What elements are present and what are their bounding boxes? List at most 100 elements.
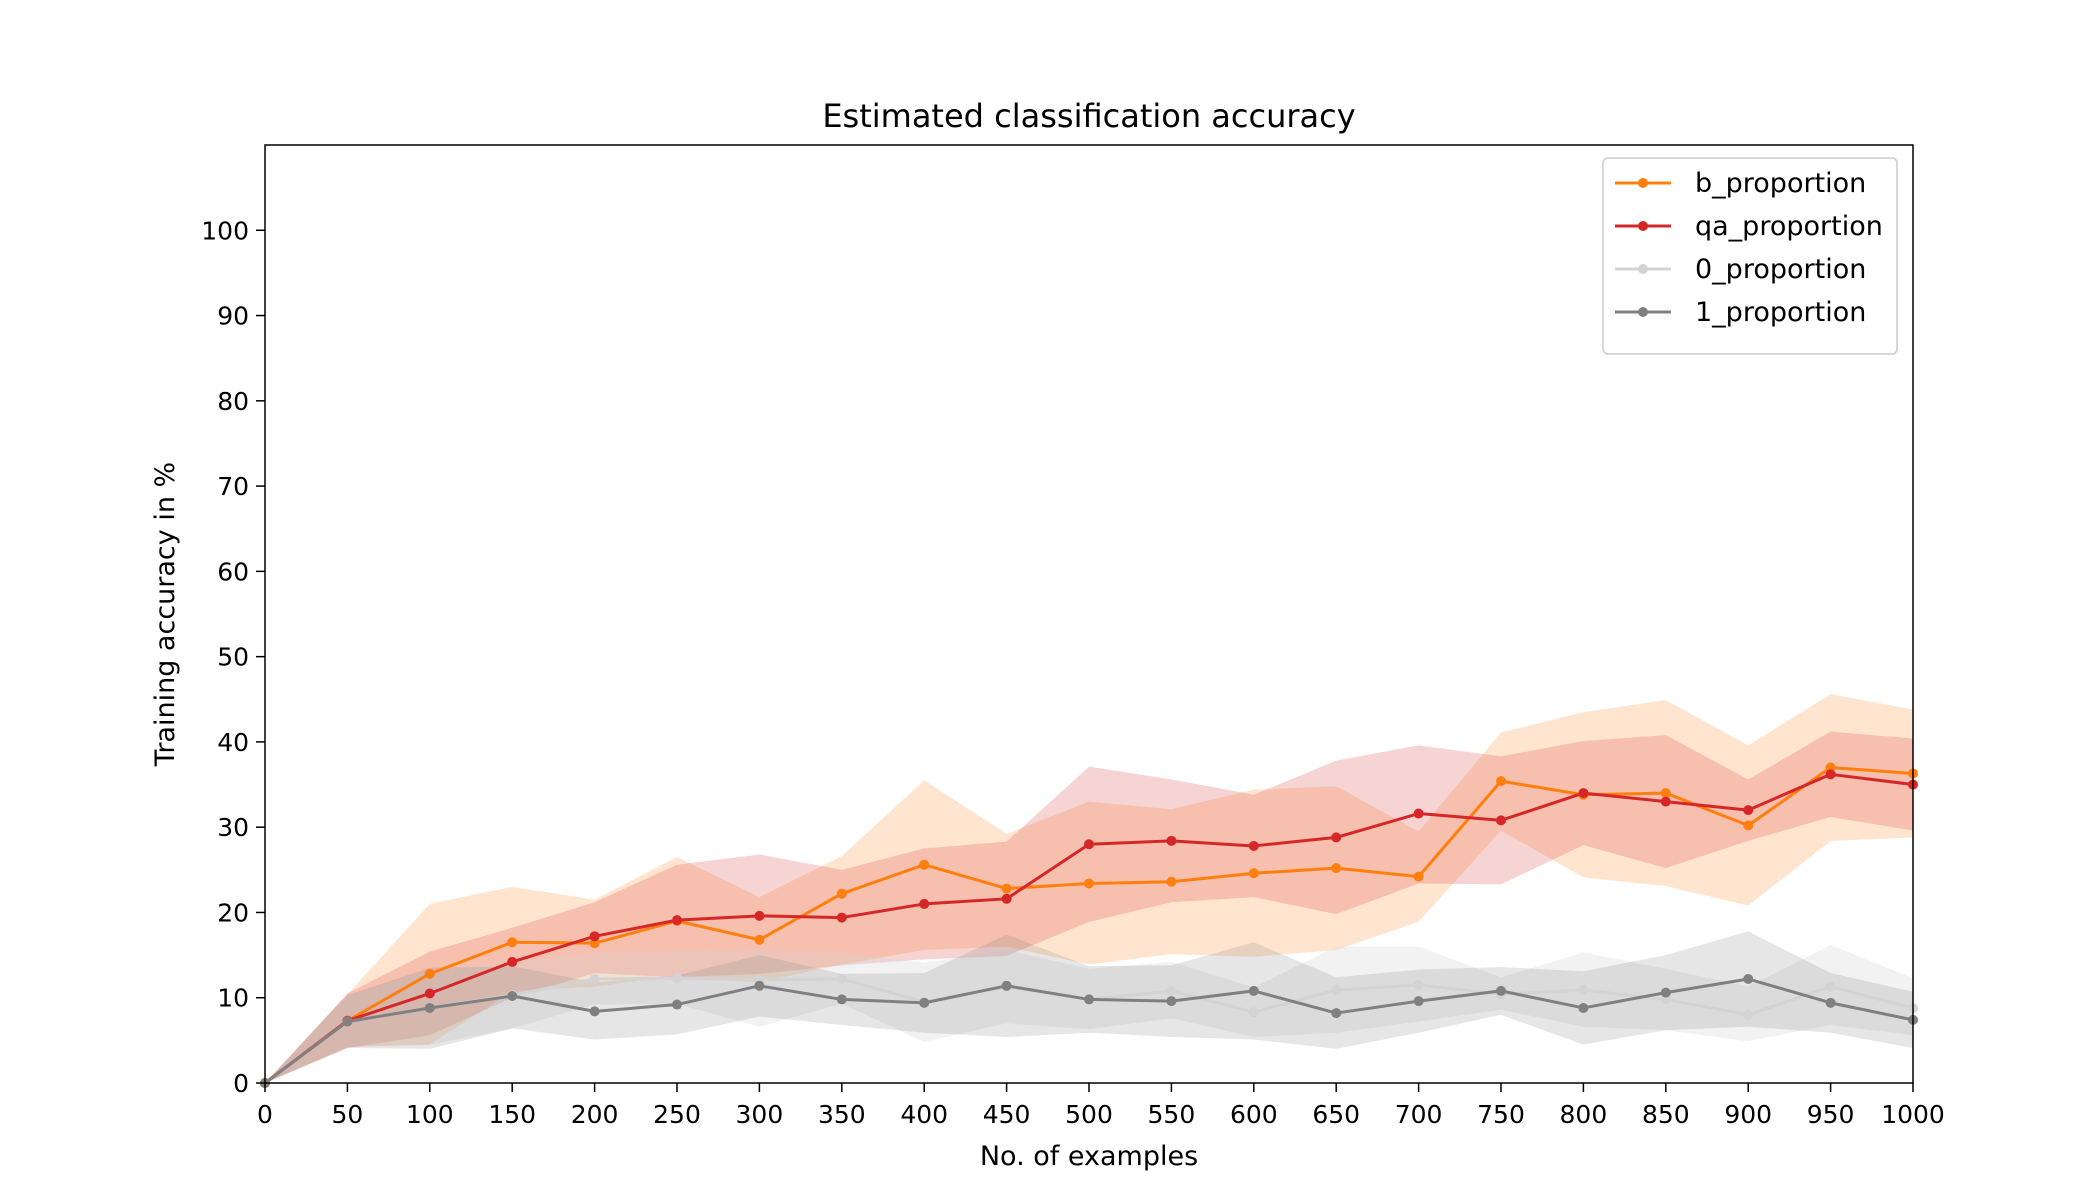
x-tick-label: 450 [983, 1100, 1031, 1129]
point-0_proportion [836, 973, 847, 984]
point-1_proportion [672, 999, 682, 1010]
point-1_proportion [507, 991, 518, 1002]
y-tick-label: 70 [217, 472, 249, 501]
y-tick-label: 20 [217, 898, 249, 927]
point-b_proportion [1001, 883, 1012, 894]
legend-marker-1_proportion [1638, 307, 1648, 317]
point-0_proportion [1825, 981, 1836, 992]
x-tick-label: 800 [1560, 1100, 1608, 1129]
point-1_proportion [836, 994, 847, 1005]
point-b_proportion [1660, 788, 1671, 799]
point-b_proportion [1413, 871, 1424, 882]
legend-label-0_proportion: 0_proportion [1695, 254, 1866, 285]
point-0_proportion [1331, 985, 1342, 996]
x-tick-label: 50 [331, 1100, 363, 1129]
legend: b_proportion qa_proportion 0_proportion 1_p… [1602, 157, 1898, 355]
point-0_proportion [672, 973, 682, 984]
point-0_proportion [1413, 979, 1424, 990]
point-qa_proportion [1496, 815, 1506, 826]
point-1_proportion [1331, 1008, 1342, 1019]
x-tick-label: 650 [1312, 1100, 1360, 1129]
x-tick-label: 700 [1395, 1100, 1443, 1129]
point-1_proportion [919, 997, 930, 1008]
point-1_proportion [1001, 980, 1012, 991]
point-1_proportion [1166, 996, 1177, 1007]
x-tick-label: 750 [1477, 1100, 1525, 1129]
y-tick-label: 50 [217, 643, 249, 672]
legend-label-1_proportion: 1_proportion [1695, 297, 1866, 328]
point-b_proportion [1331, 863, 1342, 874]
point-qa_proportion [754, 910, 765, 921]
legend-marker-0_proportion [1638, 264, 1648, 274]
point-qa_proportion [1413, 808, 1424, 819]
x-axis-ticks: 0 50 100 150 200 250 300 350 400 450 500 550 600 650 7… [257, 1083, 1945, 1129]
point-b_proportion [507, 937, 518, 948]
point-1_proportion [589, 1006, 600, 1017]
point-b_proportion [1166, 876, 1177, 887]
point-1_proportion [1084, 994, 1094, 1005]
point-qa_proportion [919, 898, 930, 909]
x-tick-label: 600 [1230, 1100, 1278, 1129]
point-b_proportion [1743, 820, 1754, 831]
point-qa_proportion [1084, 839, 1094, 850]
point-1_proportion [1743, 973, 1754, 984]
y-tick-label: 10 [217, 984, 249, 1013]
legend-label-qa_proportion: qa_proportion [1695, 211, 1883, 242]
point-qa_proportion [1578, 788, 1589, 799]
point-qa_proportion [672, 915, 682, 926]
point-0_proportion [589, 973, 600, 984]
x-tick-label: 300 [736, 1100, 784, 1129]
band-1_proportion [265, 931, 1913, 1083]
x-tick-label: 100 [406, 1100, 454, 1129]
x-tick-label: 900 [1724, 1100, 1772, 1129]
point-0_proportion [1743, 1009, 1754, 1020]
point-b_proportion [424, 968, 435, 979]
legend-label-b_proportion: b_proportion [1695, 168, 1866, 199]
point-1_proportion [1825, 997, 1836, 1008]
x-tick-label: 950 [1807, 1100, 1855, 1129]
x-tick-label: 400 [900, 1100, 948, 1129]
x-tick-label: 1000 [1881, 1100, 1945, 1129]
x-tick-label: 250 [653, 1100, 701, 1129]
point-1_proportion [1496, 985, 1506, 996]
point-qa_proportion [836, 912, 847, 923]
x-tick-label: 0 [257, 1100, 273, 1129]
point-b_proportion [836, 888, 847, 899]
point-qa_proportion [1331, 832, 1342, 843]
point-b_proportion [919, 859, 930, 870]
x-tick-label: 850 [1642, 1100, 1690, 1129]
y-tick-label: 100 [201, 216, 249, 245]
point-b_proportion [1084, 878, 1094, 889]
point-0_proportion [1166, 985, 1177, 996]
point-1_proportion [1578, 1002, 1589, 1013]
point-1_proportion [1413, 996, 1424, 1007]
x-tick-label: 150 [488, 1100, 536, 1129]
y-tick-label: 60 [217, 557, 249, 586]
point-qa_proportion [1825, 769, 1836, 780]
point-1_proportion [342, 1016, 353, 1027]
point-qa_proportion [1166, 835, 1177, 846]
y-axis-ticks: 0 10 20 30 40 50 60 70 80 90 100 [201, 216, 265, 1098]
point-0_proportion [1248, 1007, 1259, 1018]
point-b_proportion [754, 934, 765, 945]
point-qa_proportion [424, 988, 435, 999]
point-qa_proportion [1001, 893, 1012, 904]
point-qa_proportion [1743, 805, 1754, 816]
x-tick-label: 350 [818, 1100, 866, 1129]
point-qa_proportion [589, 931, 600, 942]
x-tick-label: 550 [1148, 1100, 1196, 1129]
legend-marker-b_proportion [1638, 178, 1648, 188]
point-qa_proportion [1660, 796, 1671, 807]
x-tick-label: 200 [571, 1100, 619, 1129]
point-qa_proportion [1248, 840, 1259, 851]
point-1_proportion [754, 980, 765, 991]
point-qa_proportion [507, 956, 518, 967]
y-tick-label: 80 [217, 387, 249, 416]
y-tick-label: 30 [217, 813, 249, 842]
point-0_proportion [1578, 985, 1589, 996]
point-1_proportion [1660, 987, 1671, 998]
y-tick-label: 0 [233, 1069, 249, 1098]
point-1_proportion [424, 1002, 435, 1013]
y-tick-label: 90 [217, 302, 249, 331]
